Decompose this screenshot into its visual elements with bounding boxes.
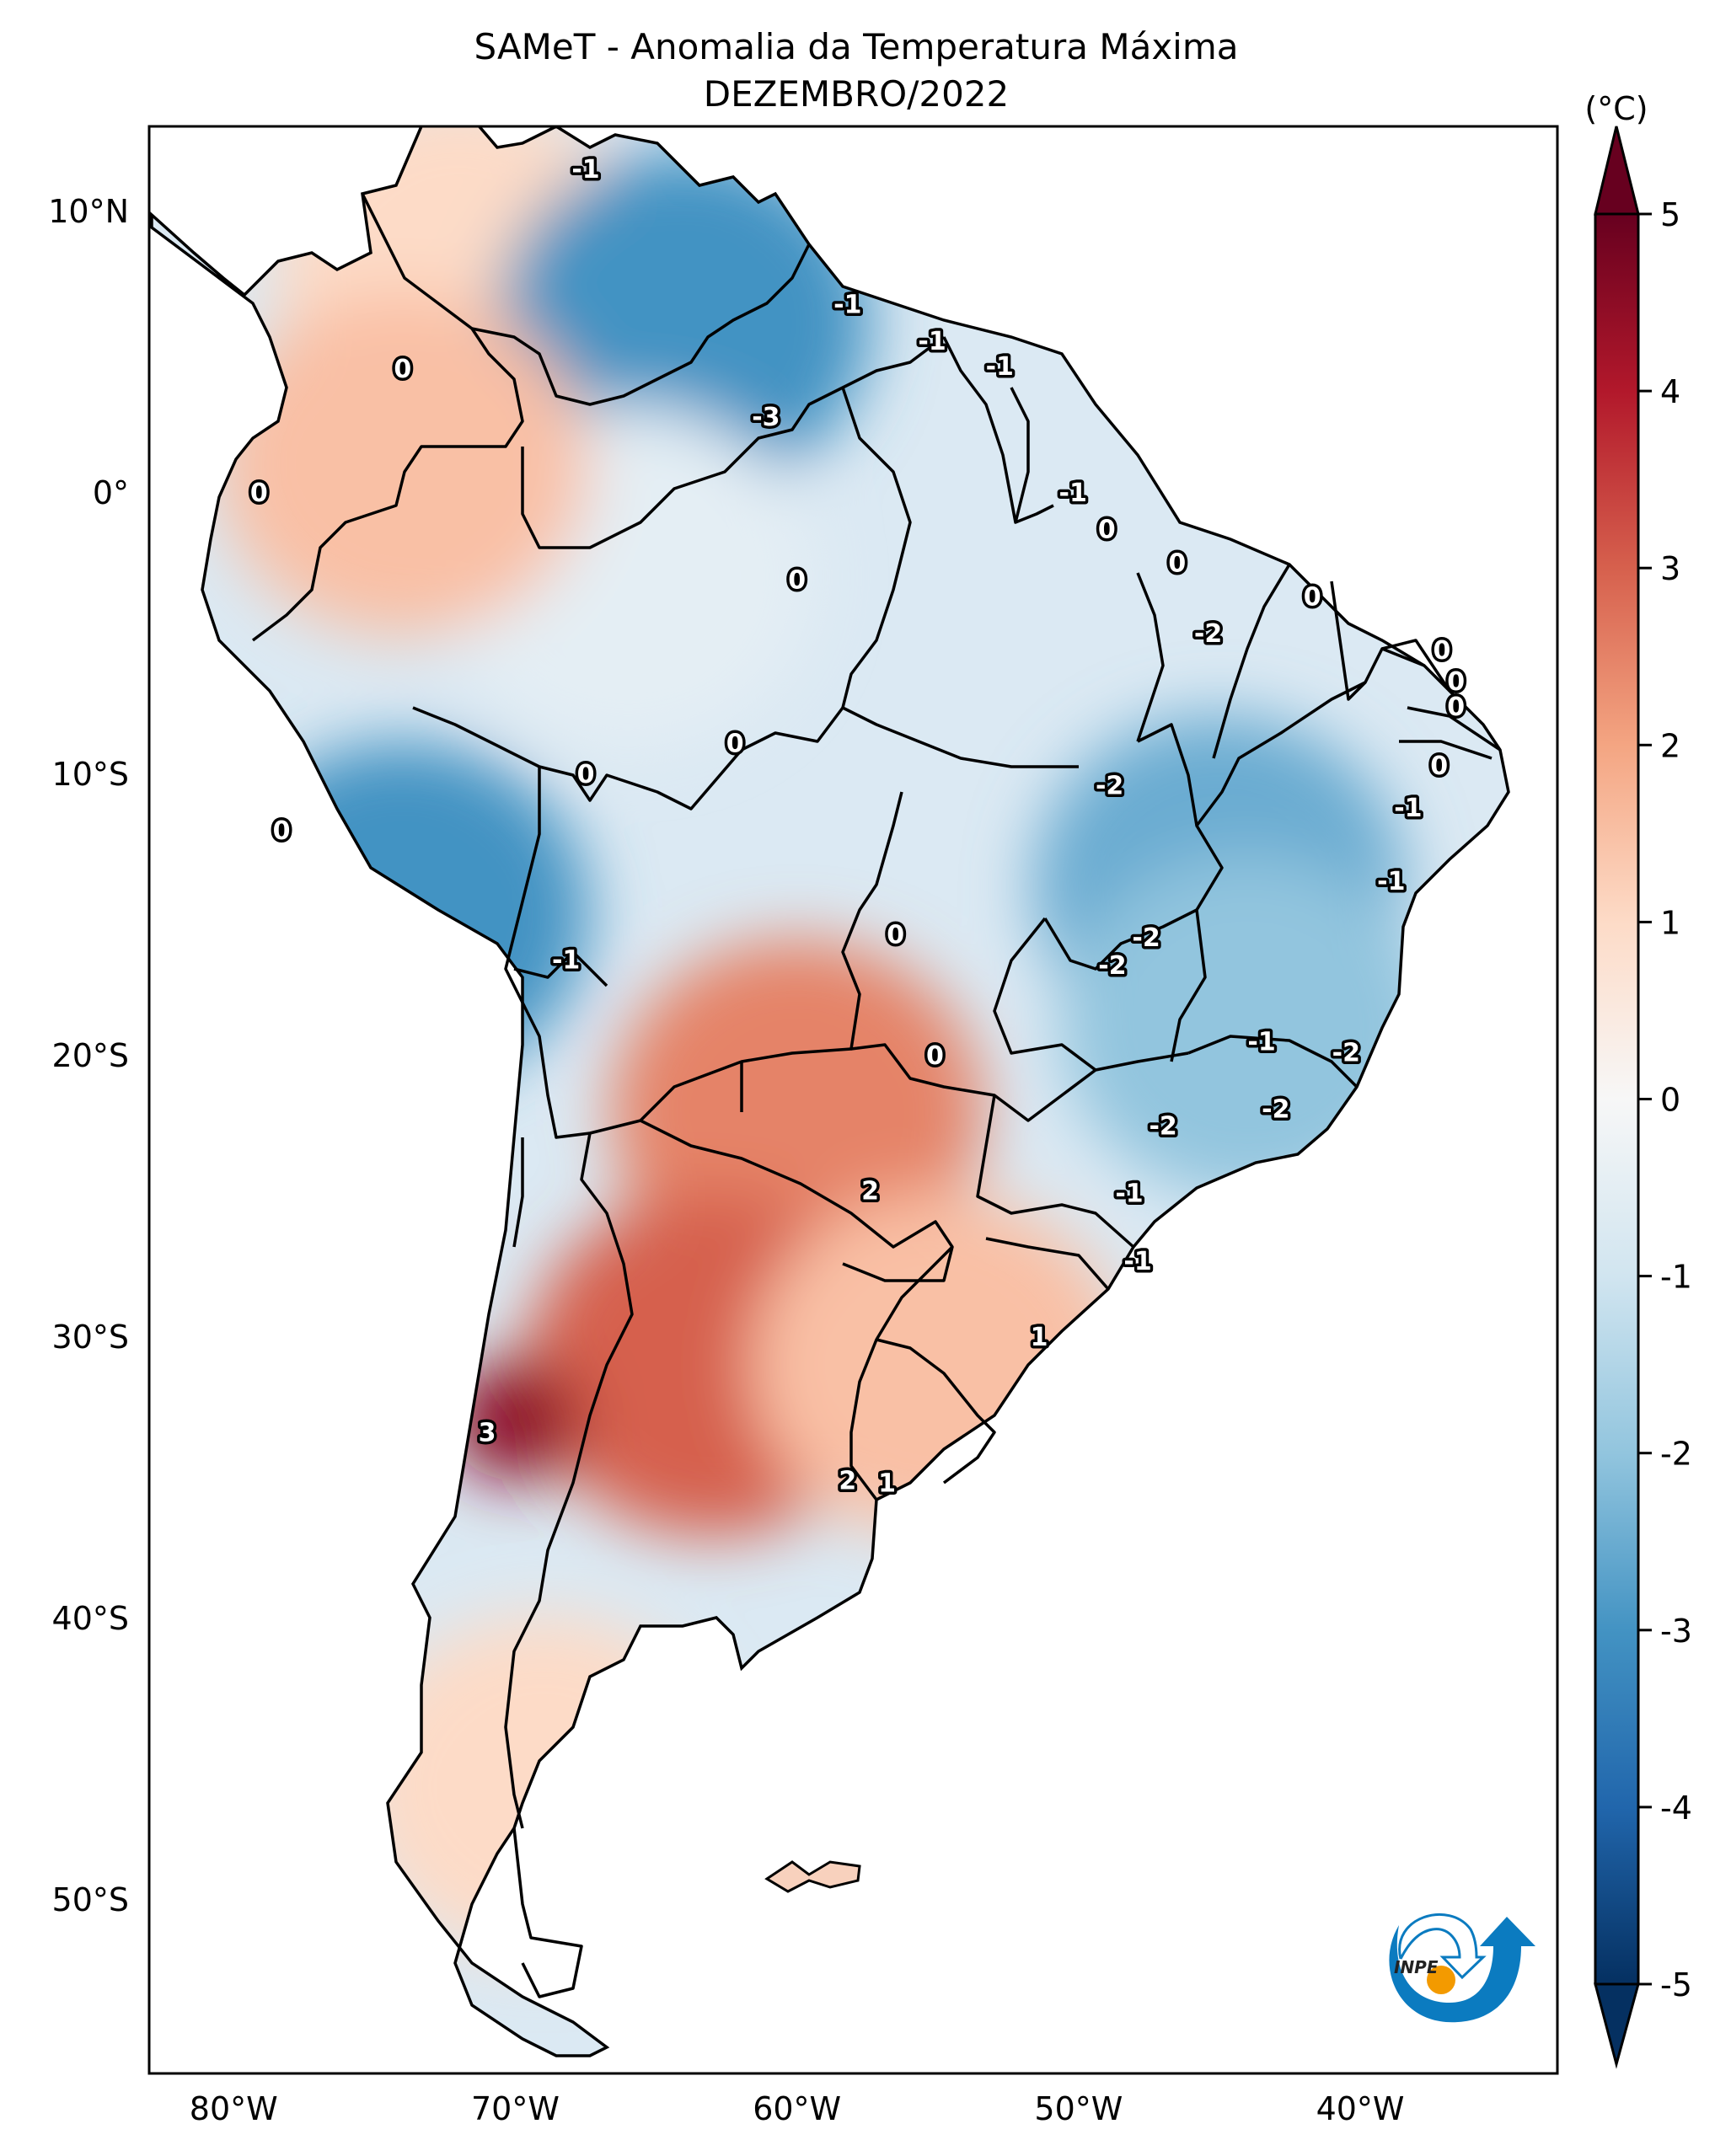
colorbar-tick-label: -2 bbox=[1660, 1436, 1692, 1473]
map-area bbox=[149, 126, 1557, 2073]
colorbar-tick-label: 1 bbox=[1660, 904, 1680, 941]
contour-label: 2 bbox=[861, 1176, 879, 1206]
contour-label: -1 bbox=[986, 352, 1014, 382]
contour-label: -1 bbox=[833, 290, 861, 319]
x-tick-label: 50°W bbox=[1034, 2090, 1123, 2127]
contour-label: 1 bbox=[878, 1469, 896, 1499]
contour-label: -1 bbox=[918, 327, 946, 356]
colorbar-tick-label: 2 bbox=[1660, 727, 1680, 764]
x-tick-label: 80°W bbox=[190, 2090, 278, 2127]
contour-label: 0 bbox=[788, 566, 806, 596]
logo-sun-icon bbox=[1427, 1966, 1455, 1994]
map-frame bbox=[147, 125, 1559, 2075]
colorbar-body bbox=[1594, 212, 1640, 1986]
contour-label: 0 bbox=[726, 729, 744, 758]
contour-label: -2 bbox=[1096, 771, 1123, 800]
contour-label: 0 bbox=[1447, 693, 1465, 722]
x-tick-label: 70°W bbox=[471, 2090, 560, 2127]
anomaly-region bbox=[449, 1360, 581, 1482]
y-tick-label: 10°N bbox=[48, 193, 129, 230]
contour-label: 0 bbox=[250, 479, 268, 508]
contour-label: 0 bbox=[926, 1041, 944, 1071]
y-tick-label: 20°S bbox=[52, 1037, 129, 1074]
contour-label: 0 bbox=[577, 760, 595, 789]
contour-label: 0 bbox=[1168, 549, 1186, 579]
contour-label: 1 bbox=[1031, 1323, 1048, 1352]
y-tick-label: 50°S bbox=[52, 1881, 129, 1918]
contour-label: -2 bbox=[1132, 923, 1160, 953]
anomaly-region bbox=[216, 292, 589, 636]
colorbar-extend-min bbox=[1594, 1982, 1640, 2069]
contour-label: -1 bbox=[1123, 1247, 1151, 1276]
contour-label: -1 bbox=[571, 155, 599, 185]
contour-label: 0 bbox=[1304, 583, 1321, 613]
contour-label: -2 bbox=[1194, 619, 1222, 649]
y-tick-label: 30°S bbox=[52, 1319, 129, 1356]
y-tick-label: 10°S bbox=[52, 756, 129, 793]
contour-label: 0 bbox=[1434, 636, 1451, 666]
logo-orbit-icon bbox=[1398, 1913, 1487, 1980]
contour-label: 0 bbox=[1430, 752, 1448, 781]
x-tick-label: 60°W bbox=[753, 2090, 841, 2127]
falkland-islands bbox=[764, 1860, 861, 1893]
contour-label: 0 bbox=[273, 816, 291, 846]
colorbar-extend-max bbox=[1594, 126, 1640, 216]
colorbar-unit-label: (°C) bbox=[1584, 90, 1648, 127]
inpe-logo: INPE bbox=[1389, 1913, 1535, 2023]
contour-label: -2 bbox=[1332, 1039, 1360, 1068]
colorbar-tick-label: -3 bbox=[1660, 1613, 1692, 1650]
colorbar-tick-label: 0 bbox=[1660, 1082, 1680, 1119]
contour-label: 0 bbox=[1098, 516, 1116, 545]
x-axis-ticks: 80°W 70°W 60°W 50°W 40°W bbox=[190, 2090, 1405, 2127]
colorbar: (°C) 5 4 3 2 1 0 -1 -2 -3 -4 -5 bbox=[1584, 90, 1692, 2069]
contour-label: -1 bbox=[1115, 1180, 1143, 1209]
contour-label: -1 bbox=[1059, 479, 1087, 508]
y-tick-label: 40°S bbox=[52, 1600, 129, 1637]
contour-label: -2 bbox=[1262, 1095, 1289, 1125]
logo-text: INPE bbox=[1394, 1957, 1439, 1977]
contour-label: 0 bbox=[887, 920, 904, 950]
colorbar-tick-label: -5 bbox=[1660, 1966, 1692, 2004]
contour-label: -2 bbox=[1098, 951, 1126, 981]
logo-swoosh-icon bbox=[1389, 1917, 1535, 2023]
contour-label: 0 bbox=[394, 355, 411, 384]
colorbar-tick-label: 5 bbox=[1660, 196, 1680, 233]
colorbar-tick-label: 3 bbox=[1660, 550, 1680, 587]
contour-label: -1 bbox=[1394, 794, 1422, 823]
contour-label: -1 bbox=[1377, 867, 1405, 896]
x-tick-label: 40°W bbox=[1316, 2090, 1405, 2127]
colorbar-tick-label: 4 bbox=[1660, 373, 1680, 410]
country-borders bbox=[251, 193, 1501, 1998]
contour-label: -1 bbox=[552, 946, 580, 976]
contour-label: 2 bbox=[839, 1466, 856, 1495]
contour-label: -3 bbox=[752, 403, 780, 432]
contour-label: 3 bbox=[479, 1419, 496, 1448]
y-axis-ticks: 10°N 0° 10°S 20°S 30°S 40°S 50°S bbox=[48, 193, 129, 1918]
contour-label: -1 bbox=[1247, 1027, 1275, 1057]
contour-label: -2 bbox=[1149, 1112, 1176, 1142]
y-tick-label: 0° bbox=[93, 474, 129, 511]
colorbar-tick-label: -4 bbox=[1660, 1790, 1692, 1827]
contour-label: 0 bbox=[1447, 667, 1465, 697]
chart-title: SAMeT - Anomalia da Temperatura Máxima bbox=[474, 26, 1239, 67]
colorbar-tick-label: -1 bbox=[1660, 1259, 1692, 1296]
chart-subtitle: DEZEMBRO/2022 bbox=[704, 73, 1010, 115]
